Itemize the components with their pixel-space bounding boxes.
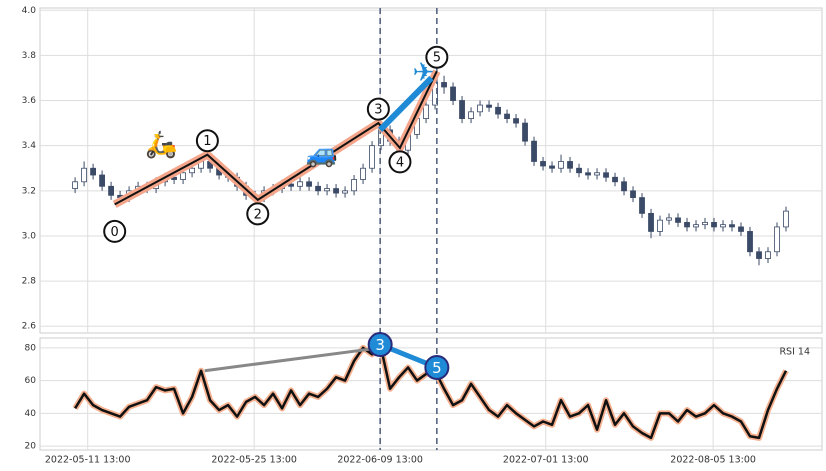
x-tick-label: 2022-05-11 13:00 <box>45 455 131 466</box>
candle-body <box>477 104 483 113</box>
candle-body <box>549 165 555 169</box>
candle-body <box>576 167 582 174</box>
rsi-marker <box>367 332 393 358</box>
divergence-line <box>204 346 381 373</box>
wave-label: 3 <box>374 103 382 118</box>
y-tick-label: 20 <box>25 442 37 452</box>
candle-body <box>657 219 663 232</box>
x-tick-label: 2022-06-09 13:00 <box>337 455 423 466</box>
y-tick-label: 3.0 <box>22 231 37 241</box>
candle-body <box>513 118 519 124</box>
candle-body <box>648 212 654 232</box>
candle-body <box>459 100 465 119</box>
x-tick-label: 2022-08-05 13:00 <box>670 455 756 466</box>
x-tick-label: 2022-07-01 13:00 <box>503 455 589 466</box>
icon: 🚙 <box>305 139 337 169</box>
candle-body <box>288 183 294 187</box>
y-tick-label: 3.4 <box>22 141 37 151</box>
candle-body <box>297 181 303 187</box>
candle-body <box>99 174 105 187</box>
candle-body <box>594 172 600 176</box>
candle-body <box>621 181 627 192</box>
candle-body <box>702 222 708 226</box>
y-tick-label: 3.6 <box>22 96 37 106</box>
panel-title: RSI 14 <box>779 347 810 358</box>
candle-body <box>423 104 429 119</box>
wave-label: 0 <box>111 225 119 240</box>
candle-body <box>369 145 375 169</box>
candle-body <box>315 185 321 192</box>
candle-body <box>765 251 771 259</box>
candle-body <box>351 179 357 192</box>
wave-marker <box>246 202 270 226</box>
y-tick-label: 2.6 <box>22 322 37 332</box>
candle-body <box>180 172 186 180</box>
candle-body <box>603 172 609 178</box>
candle-body <box>666 217 672 221</box>
icon: 🛵 <box>145 130 177 160</box>
candle-body <box>693 224 699 228</box>
candle-body <box>522 122 528 142</box>
candle-body <box>360 167 366 180</box>
candle-body <box>306 181 312 187</box>
wave-marker <box>103 219 127 243</box>
candle-body <box>189 167 195 174</box>
y-tick-label: 3.2 <box>22 186 36 196</box>
candle-body <box>72 181 78 189</box>
candle-body <box>612 176 618 183</box>
candle-body <box>756 251 762 259</box>
y-tick-label: 60 <box>25 376 37 386</box>
icon: ✈ <box>412 58 434 88</box>
candle-body <box>441 82 447 88</box>
rsi-marker-label: 3 <box>375 336 385 354</box>
y-tick-label: 80 <box>25 343 37 353</box>
candle-body <box>774 226 780 253</box>
wave-label: 4 <box>396 155 404 170</box>
candle-body <box>585 172 591 176</box>
candle-body <box>540 161 546 167</box>
candle-body <box>324 188 330 192</box>
y-tick-label: 40 <box>25 409 37 419</box>
candle-body <box>711 222 717 228</box>
candle-body <box>567 161 573 169</box>
wave-marker <box>195 129 219 153</box>
y-tick-label: 4.0 <box>22 6 37 16</box>
candle-body <box>504 113 510 119</box>
candle-body <box>729 224 735 228</box>
candle-body <box>90 167 96 176</box>
candle-body <box>738 226 744 232</box>
wave-marker <box>366 97 390 121</box>
candle-body <box>684 222 690 228</box>
candle-body <box>495 106 501 115</box>
candle-body <box>747 231 753 253</box>
wave-label: 1 <box>203 134 211 149</box>
candle-body <box>450 86 456 101</box>
candle-body <box>558 161 564 169</box>
candle-body <box>486 104 492 108</box>
candle-body <box>468 111 474 119</box>
candle-body <box>333 188 339 194</box>
impulse-line <box>378 75 434 132</box>
candle-body <box>783 210 789 228</box>
x-tick-label: 2022-05-25 13:00 <box>211 455 297 466</box>
candle-body <box>639 197 645 214</box>
y-tick-label: 2.8 <box>22 277 37 287</box>
candle-body <box>342 190 348 194</box>
rsi-marker-label: 5 <box>432 359 442 377</box>
plot-area <box>39 337 823 451</box>
wave-label: 2 <box>254 207 262 222</box>
candle-body <box>108 185 114 196</box>
y-tick-label: 3.8 <box>22 51 37 61</box>
wave-marker <box>425 45 449 69</box>
wave-label: 5 <box>433 51 441 66</box>
candle-body <box>675 217 681 223</box>
wave-line <box>114 70 438 206</box>
candle-body <box>720 224 726 228</box>
wave-marker <box>388 150 412 174</box>
candle-body <box>630 190 636 198</box>
candle-body <box>531 140 537 162</box>
candle-body <box>81 167 87 183</box>
rsi-marker <box>424 354 450 380</box>
